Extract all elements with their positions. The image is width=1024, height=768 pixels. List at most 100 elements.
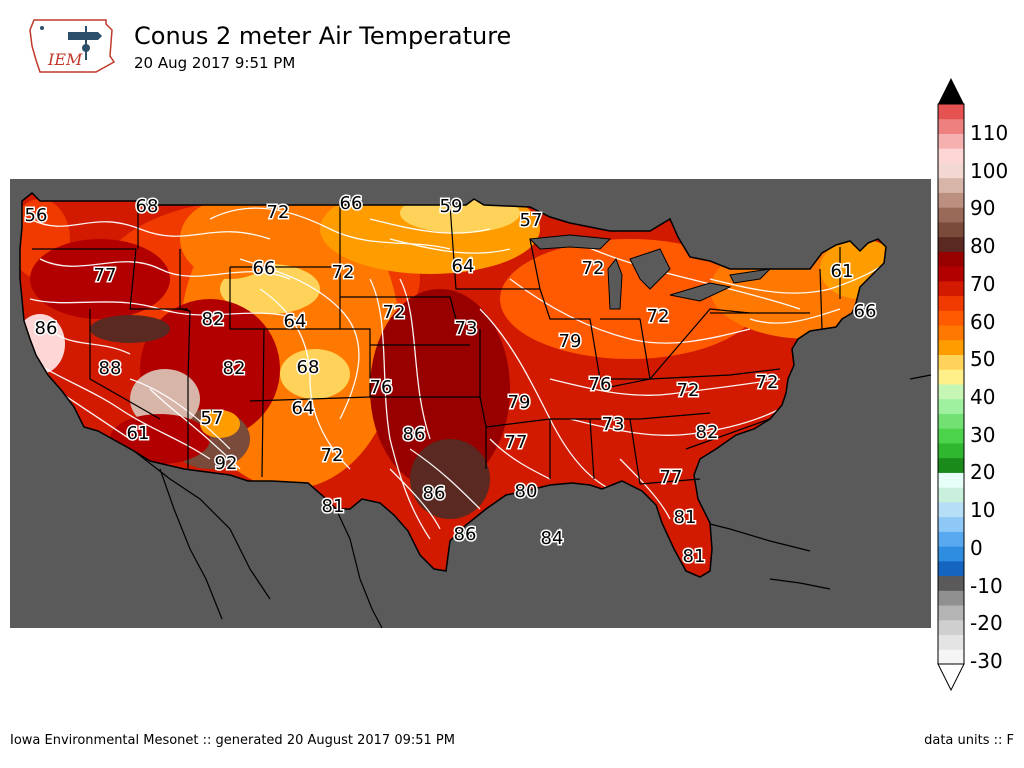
colorbar-swatch	[938, 384, 964, 400]
state-borders	[19, 192, 887, 578]
colorbar-swatch	[938, 457, 964, 473]
footer-credit: Iowa Environmental Mesonet :: generated …	[10, 733, 455, 748]
colorbar-swatch	[938, 177, 964, 193]
map-label: 77	[505, 432, 528, 453]
colorbar-swatch	[938, 442, 964, 459]
map-label: 76	[589, 374, 612, 395]
colorbar-swatch	[938, 487, 964, 503]
colorbar-swatch	[938, 575, 964, 591]
map-label: 72	[647, 306, 670, 327]
colorbar-swatch	[938, 118, 964, 134]
map-label: 84	[541, 528, 564, 549]
map-label: 64	[292, 398, 315, 419]
colorbar-swatch	[938, 413, 964, 429]
colorbar-tick: 60	[970, 310, 996, 334]
map-label: 72	[267, 202, 290, 223]
map-label: 82	[223, 358, 246, 379]
map-label: 72	[677, 380, 700, 401]
colorbar-tick: -20	[970, 611, 1003, 635]
footer-units: data units :: F	[924, 733, 1014, 748]
colorbar-swatch	[938, 236, 964, 252]
map-label: 81	[322, 496, 345, 517]
map-label: 79	[508, 392, 531, 413]
map-label: 72	[332, 262, 355, 283]
colorbar-tick: 80	[970, 234, 996, 258]
iem-logo: IEM	[29, 19, 116, 73]
colorbar-tick: -30	[970, 649, 1003, 673]
colorbar-swatch	[938, 295, 964, 311]
map-label: 77	[94, 265, 117, 286]
page-title: Conus 2 meter Air Temperature	[134, 22, 512, 50]
map-label: 61	[831, 261, 854, 282]
map-label: 76	[370, 377, 393, 398]
colorbar-swatch	[938, 192, 964, 208]
temperature-field	[20, 193, 886, 577]
colorbar-swatch	[938, 133, 964, 149]
colorbar-swatch	[938, 649, 964, 665]
map-label: 82	[696, 422, 719, 443]
colorbar-tick: 100	[970, 159, 1009, 183]
map-label: 68	[297, 357, 320, 378]
colorbar-tick: 0	[970, 536, 983, 560]
colorbar-swatch	[938, 221, 964, 238]
colorbar-swatch	[938, 207, 964, 223]
colorbar-swatch	[938, 280, 964, 297]
map-label: 73	[602, 414, 625, 435]
map-label: 79	[559, 331, 582, 352]
map-label: 64	[452, 256, 475, 277]
colorbar-swatch	[938, 516, 964, 532]
colorbar-swatch	[938, 560, 964, 577]
logo-text: IEM	[47, 50, 83, 69]
colorbar-swatch	[938, 310, 964, 326]
colorbar-swatch	[938, 590, 964, 606]
map-label: 64	[284, 311, 307, 332]
weather-vane-icon	[40, 26, 102, 60]
colorbar-tick: 50	[970, 347, 996, 371]
map-label: 57	[520, 210, 543, 231]
map-label: 86	[403, 424, 426, 445]
colorbar-swatch	[938, 634, 964, 650]
map-label: 72	[582, 258, 605, 279]
neighbor-coastlines	[133, 374, 931, 628]
colorbar-swatch	[938, 266, 964, 282]
map-label: 81	[683, 546, 706, 567]
page-subtitle: 20 Aug 2017 9:51 PM	[134, 54, 296, 72]
colorbar-swatch	[938, 501, 964, 518]
map-label: 92	[215, 453, 238, 474]
map-label: 72	[756, 372, 779, 393]
colorbar-tick: -10	[970, 574, 1003, 598]
colorbar-swatch	[938, 148, 964, 164]
map-label: 80	[515, 481, 538, 502]
colorbar-swatch	[938, 251, 964, 267]
colorbar-min-arrow	[937, 663, 965, 692]
map-label: 66	[253, 258, 276, 279]
temperature-colorbar	[937, 78, 965, 692]
colorbar-swatch	[938, 162, 964, 179]
colorbar-frame	[937, 103, 965, 665]
colorbar-swatch	[938, 531, 964, 547]
colorbar-swatch	[938, 619, 964, 636]
map-label: 56	[25, 205, 48, 226]
colorbar-swatch	[938, 354, 964, 370]
temperature-labels: 56 68 72 66 59 57 77 66 72 64 72 61 86 8…	[23, 192, 878, 569]
temperature-map: 56 68 72 66 59 57 77 66 72 64 72 61 86 8…	[10, 179, 931, 628]
map-label: 86	[423, 483, 446, 504]
map-label: 68	[136, 196, 159, 217]
map-label: 73	[455, 318, 478, 339]
colorbar-swatch	[938, 398, 964, 414]
map-label: 66	[340, 193, 363, 214]
map-label: 72	[321, 445, 344, 466]
map-label: 86	[454, 524, 477, 545]
colorbar-swatch	[938, 472, 964, 488]
colorbar-tick: 110	[970, 121, 1009, 145]
colorbar-swatch	[938, 546, 964, 562]
map-label: 86	[35, 318, 58, 339]
map-label: 61	[127, 423, 150, 444]
colorbar-max-arrow	[938, 78, 964, 104]
colorbar-tick: 20	[970, 460, 996, 484]
map-label: 82	[202, 309, 225, 330]
map-label: 81	[674, 507, 697, 528]
colorbar-swatch	[938, 605, 964, 621]
colorbar-tick: 10	[970, 498, 996, 522]
great-lakes	[528, 234, 772, 310]
